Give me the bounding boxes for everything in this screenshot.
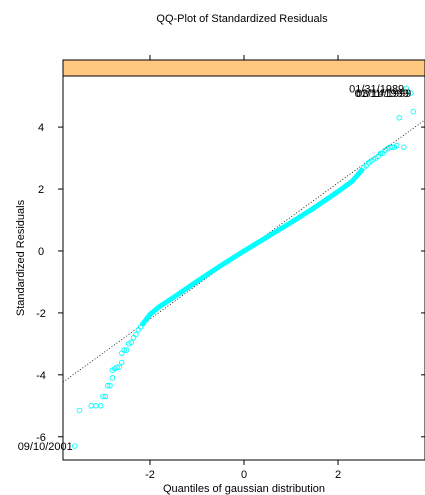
x-tick-label: 0: [241, 469, 247, 481]
data-point: [377, 150, 384, 157]
data-point: [102, 393, 109, 400]
data-point: [100, 393, 106, 400]
data-point: [121, 347, 127, 353]
data-point: [119, 359, 125, 366]
panel-strip: [62, 59, 425, 77]
x-axis: -2 0 2: [145, 460, 341, 481]
outlier-label: 01/31/1989: [349, 83, 404, 95]
data-point: [130, 334, 137, 341]
outlier-label: 01/11/1999: [355, 88, 409, 100]
data-point: [109, 375, 116, 381]
data-point: [119, 350, 125, 356]
outlier-label: 09/10/2001: [18, 441, 73, 453]
data-point: [93, 403, 99, 409]
data-point: [123, 347, 130, 353]
data-point: [116, 364, 123, 370]
data-point: [396, 115, 402, 121]
y-tick-label: -2: [36, 308, 46, 320]
data-points: [72, 85, 416, 449]
data-point: [389, 144, 395, 150]
y-axis-label: Standardized Residuals: [15, 199, 27, 316]
data-point: [88, 403, 94, 409]
y-tick-label: 0: [38, 246, 44, 258]
data-point: [104, 382, 111, 389]
y-tick-label: 2: [38, 184, 44, 196]
data-point: [107, 382, 113, 389]
data-point: [133, 331, 139, 338]
data-point: [410, 108, 416, 115]
data-point: [114, 364, 120, 370]
data-point: [401, 144, 407, 150]
y-tick-label: -4: [36, 370, 46, 382]
y-axis: -6 -4 -2 0 2 4: [36, 122, 425, 444]
reference-line: [62, 119, 425, 383]
data-point: [408, 90, 414, 96]
data-point: [135, 327, 141, 333]
data-point: [128, 339, 134, 346]
data-point: [403, 85, 409, 92]
data-point: [76, 407, 83, 414]
central-points-band: [140, 167, 365, 327]
x-axis-label: Quantiles of gaussian distribution: [163, 483, 325, 495]
outlier-label: 03/14/1999: [356, 88, 411, 100]
top-tick-marks: [149, 55, 339, 60]
data-point: [97, 403, 104, 409]
data-point: [72, 443, 78, 449]
data-point: [140, 320, 146, 327]
chart-title: QQ-Plot of Standardized Residuals: [156, 13, 328, 25]
x-tick-label: 2: [335, 469, 341, 481]
x-tick-label: -2: [145, 469, 155, 481]
y-tick-label: 4: [38, 122, 44, 134]
y-tick-label: -6: [36, 432, 46, 444]
data-point: [394, 142, 400, 149]
plot-frame: [62, 75, 425, 461]
